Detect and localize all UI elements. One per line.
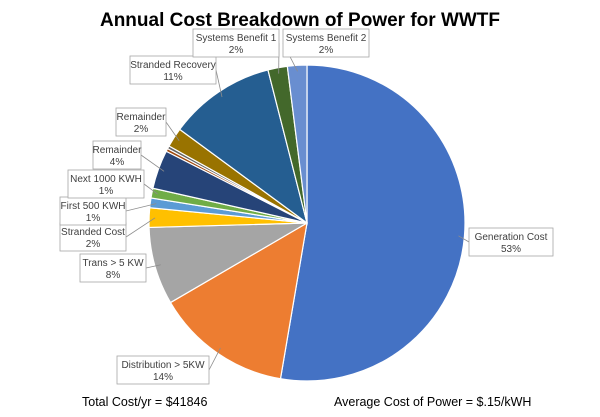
slice-label: Trans > 5 KW8% xyxy=(79,253,147,283)
slice-label-percent: 53% xyxy=(501,244,521,255)
slice-label-name: Generation Cost xyxy=(475,232,548,243)
slice-label-percent: 1% xyxy=(99,186,114,197)
leader-line xyxy=(143,183,158,195)
slice-label-percent: 14% xyxy=(153,372,173,383)
label-box xyxy=(129,55,217,85)
slice-label: Systems Benefit 12% xyxy=(192,28,280,58)
slice-label-name: Next 1000 KWH xyxy=(70,174,142,185)
total-cost-text: Total Cost/yr = $41846 xyxy=(82,395,207,409)
slice-label-percent: 2% xyxy=(229,45,244,56)
leader-line xyxy=(208,347,221,371)
slice-label-percent: 1% xyxy=(86,213,101,224)
label-box xyxy=(282,28,370,58)
slice-label-name: Stranded Cost xyxy=(61,227,125,238)
leader-line xyxy=(458,235,470,243)
label-box xyxy=(59,196,127,226)
pie-slices xyxy=(148,64,466,382)
leader-line xyxy=(125,217,156,238)
leader-line xyxy=(165,121,180,142)
label-box xyxy=(116,355,210,385)
slice-label-name: Stranded Recovery xyxy=(130,60,216,71)
leader-line xyxy=(215,69,223,98)
slice-label-percent: 11% xyxy=(163,72,182,83)
label-box xyxy=(92,140,142,170)
label-box xyxy=(468,227,554,257)
slice-label-percent: 2% xyxy=(134,124,149,135)
slice-label-name: Trans > 5 KW xyxy=(82,258,144,269)
label-box xyxy=(192,28,280,58)
slice-label-name: Systems Benefit 2 xyxy=(286,33,367,44)
slice-label-percent: 2% xyxy=(319,45,334,56)
slice-label: Systems Benefit 22% xyxy=(282,28,370,58)
pie-slice xyxy=(169,221,308,380)
slice-label-name: Remainder xyxy=(93,145,143,156)
pie-slice xyxy=(286,64,308,224)
label-box xyxy=(79,253,147,283)
label-box xyxy=(67,169,145,199)
pie-slice xyxy=(279,64,466,382)
pie-slice xyxy=(178,69,308,225)
slice-label-percent: 8% xyxy=(106,270,121,281)
leader-line xyxy=(125,203,157,212)
average-cost-text: Average Cost of Power = $.15/kWH xyxy=(334,395,531,409)
slice-label-name: First 500 KWH xyxy=(60,201,125,212)
leader-line xyxy=(145,264,161,269)
slice-label-name: Systems Benefit 1 xyxy=(196,33,277,44)
label-box xyxy=(115,107,167,137)
slice-label-percent: 2% xyxy=(86,239,101,250)
slice-label-name: Remainder xyxy=(117,112,167,123)
slice-label-percent: 4% xyxy=(110,157,125,168)
chart-title: Annual Cost Breakdown of Power for WWTF xyxy=(100,10,500,31)
slice-label-name: Distribution > 5KW xyxy=(121,360,205,371)
label-box xyxy=(59,222,127,252)
leader-line xyxy=(140,154,165,172)
